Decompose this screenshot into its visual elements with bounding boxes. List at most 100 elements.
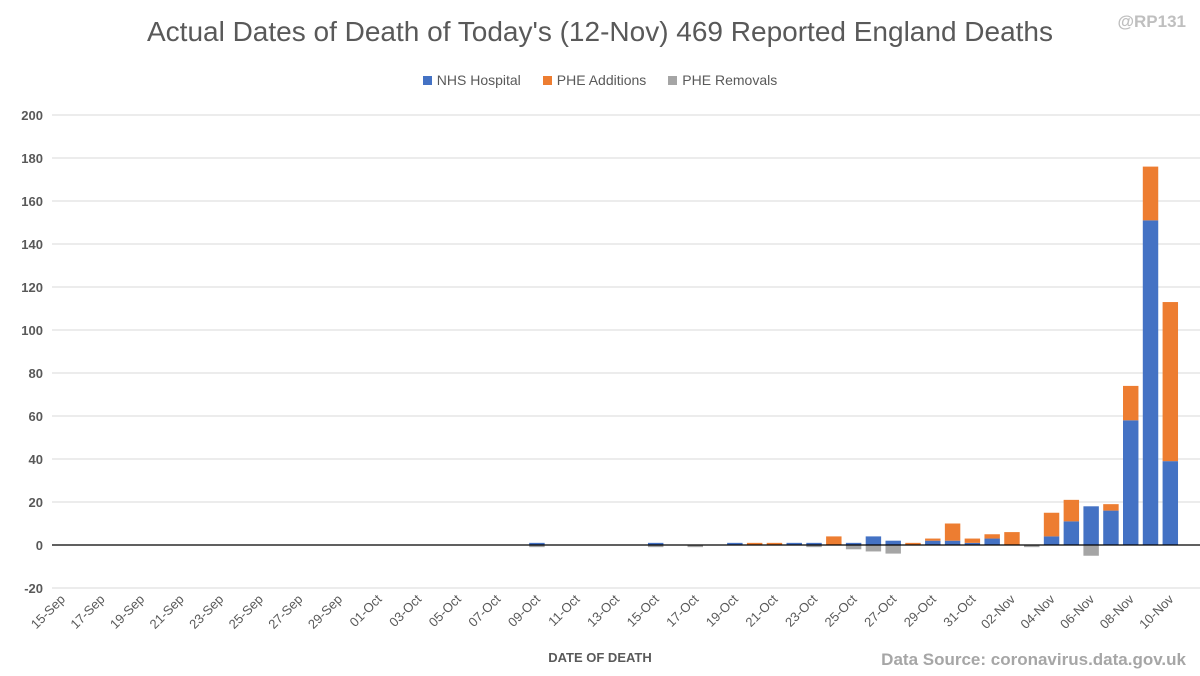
- y-tick-label: -20: [24, 581, 43, 596]
- bar-nhs-hospital: [944, 540, 961, 545]
- y-tick-label: 160: [21, 194, 43, 209]
- bar-nhs-hospital: [1142, 220, 1159, 545]
- x-tick-label: 15-Oct: [624, 591, 662, 629]
- x-tick-label: 27-Sep: [265, 592, 305, 632]
- x-tick-label: 21-Sep: [147, 592, 187, 632]
- legend: NHS Hospital PHE Additions PHE Removals: [0, 72, 1200, 88]
- bar-nhs-hospital: [1123, 420, 1139, 545]
- x-tick-label: 03-Oct: [386, 591, 424, 629]
- x-tick-label: 02-Nov: [978, 591, 1019, 632]
- y-tick-label: 100: [21, 323, 43, 338]
- bar-nhs-hospital: [1063, 521, 1080, 545]
- bar-nhs-hospital: [984, 538, 1000, 545]
- bar-phe-removals: [845, 545, 862, 550]
- bar-nhs-hospital: [865, 536, 882, 545]
- bar-nhs-hospital: [845, 542, 862, 545]
- x-tick-label: 31-Oct: [940, 591, 978, 629]
- x-tick-label: 19-Oct: [703, 591, 741, 629]
- legend-item-phe-removals: PHE Removals: [668, 72, 777, 88]
- bar-phe-additions: [1142, 166, 1159, 221]
- legend-item-phe-additions: PHE Additions: [542, 72, 647, 88]
- y-tick-label: 80: [29, 366, 43, 381]
- y-tick-label: 120: [21, 280, 43, 295]
- x-tick-label: 25-Sep: [226, 592, 266, 632]
- bar-phe-additions: [746, 542, 763, 545]
- bar-nhs-hospital: [727, 542, 743, 545]
- author-handle: @RP131: [1117, 12, 1186, 31]
- y-tick-label: 180: [21, 151, 43, 166]
- bar-nhs-hospital: [1103, 510, 1119, 545]
- x-tick-label: 17-Oct: [663, 591, 701, 629]
- x-tick-label: 25-Oct: [822, 591, 860, 629]
- bar-phe-additions: [826, 536, 842, 545]
- y-tick-label: 200: [21, 108, 43, 123]
- bar-phe-additions: [944, 523, 961, 541]
- chart-title: Actual Dates of Death of Today's (12-Nov…: [146, 16, 1054, 47]
- legend-swatch-nhs-hospital: [422, 75, 432, 85]
- bar-nhs-hospital: [1043, 536, 1060, 545]
- bar-nhs-hospital: [964, 542, 981, 545]
- bar-phe-additions: [905, 542, 921, 545]
- bar-phe-removals: [647, 545, 664, 548]
- bar-nhs-hospital: [647, 542, 664, 545]
- bar-nhs-hospital: [885, 540, 901, 545]
- legend-swatch-phe-removals: [668, 75, 678, 85]
- bar-phe-removals: [529, 545, 545, 548]
- legend-label-phe-additions: PHE Additions: [556, 72, 647, 88]
- x-tick-label: 08-Nov: [1097, 591, 1138, 632]
- x-tick-label: 23-Sep: [186, 592, 226, 632]
- bar-phe-additions: [964, 538, 981, 543]
- x-axis-title: DATE OF DEATH: [548, 650, 652, 665]
- y-tick-label: 0: [36, 538, 43, 553]
- x-tick-label: 27-Oct: [861, 591, 899, 629]
- x-tick-label: 04-Nov: [1017, 591, 1058, 632]
- bar-nhs-hospital: [806, 542, 822, 545]
- x-tick-label: 23-Oct: [782, 591, 820, 629]
- y-tick-label: 20: [29, 495, 43, 510]
- x-tick-label: 29-Oct: [901, 591, 939, 629]
- bar-phe-additions: [1063, 499, 1080, 522]
- x-tick-label: 15-Sep: [28, 592, 68, 632]
- x-tick-label: 07-Oct: [465, 591, 503, 629]
- bar-phe-removals: [806, 545, 822, 548]
- bar-phe-removals: [1024, 545, 1040, 548]
- bar-phe-additions: [1103, 504, 1119, 511]
- x-tick-label: 17-Sep: [67, 592, 107, 632]
- bar-phe-additions: [925, 538, 941, 541]
- bar-nhs-hospital: [925, 540, 941, 545]
- x-tick-label: 10-Nov: [1136, 591, 1177, 632]
- x-tick-label: 19-Sep: [107, 592, 147, 632]
- legend-label-nhs-hospital: NHS Hospital: [436, 72, 521, 88]
- bar-nhs-hospital: [786, 542, 802, 545]
- y-tick-label: 40: [29, 452, 43, 467]
- bar-phe-removals: [1083, 545, 1099, 556]
- x-tick-label: 21-Oct: [742, 591, 780, 629]
- x-tick-label: 06-Nov: [1057, 591, 1098, 632]
- x-tick-label: 13-Oct: [584, 591, 622, 629]
- bar-phe-additions: [1162, 302, 1179, 462]
- bar-phe-additions: [1043, 512, 1060, 537]
- bar-phe-additions: [1004, 532, 1020, 545]
- x-tick-label: 09-Oct: [505, 591, 543, 629]
- x-tick-label: 29-Sep: [305, 592, 345, 632]
- x-tick-label: 01-Oct: [347, 591, 385, 629]
- x-tick-label: 11-Oct: [545, 591, 583, 629]
- bar-phe-removals: [865, 545, 882, 552]
- bar-nhs-hospital: [1162, 461, 1179, 545]
- legend-item-nhs-hospital: NHS Hospital: [422, 72, 521, 88]
- bar-phe-removals: [885, 545, 901, 554]
- legend-swatch-phe-additions: [542, 75, 552, 85]
- bar-phe-additions: [1123, 385, 1139, 421]
- y-tick-label: 140: [21, 237, 43, 252]
- bar-nhs-hospital: [529, 542, 545, 545]
- bar-phe-additions: [766, 542, 783, 545]
- data-source-note: Data Source: coronavirus.data.gov.uk: [881, 650, 1186, 669]
- bar-phe-additions: [984, 534, 1000, 539]
- legend-label-phe-removals: PHE Removals: [682, 72, 778, 88]
- bar-phe-removals: [687, 545, 703, 548]
- bar-nhs-hospital: [1083, 506, 1099, 545]
- x-tick-label: 05-Oct: [426, 591, 464, 629]
- y-tick-label: 60: [29, 409, 43, 424]
